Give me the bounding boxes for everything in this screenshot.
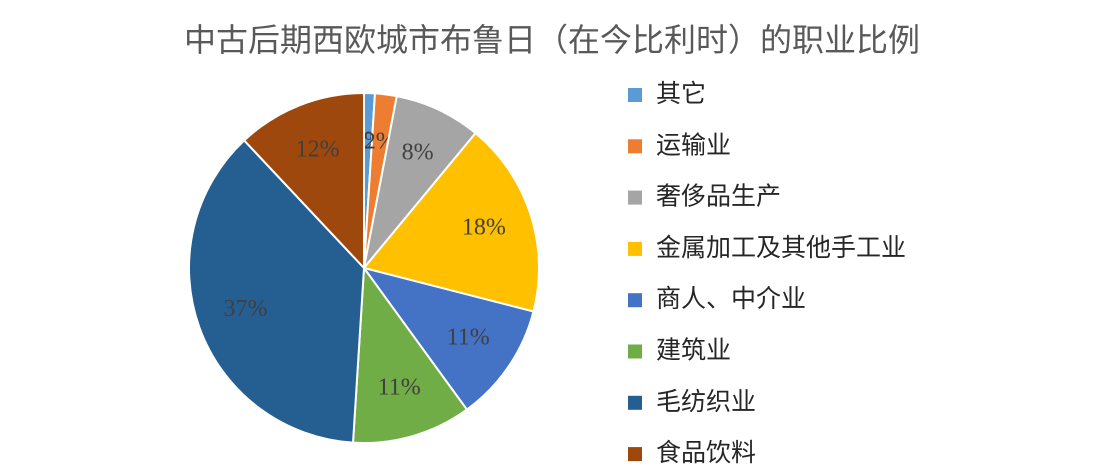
data-label: 8% bbox=[402, 139, 434, 165]
legend-swatch bbox=[628, 139, 642, 154]
data-label: 18% bbox=[462, 215, 506, 241]
legend-swatch bbox=[628, 241, 642, 256]
pie-slice bbox=[242, 91, 365, 271]
data-label: 12% bbox=[296, 136, 340, 162]
legend-swatch bbox=[628, 190, 642, 205]
legend-label: 运输业 bbox=[656, 130, 731, 159]
legend-swatch bbox=[628, 447, 642, 462]
pie-slice bbox=[187, 139, 366, 444]
legend-swatch bbox=[628, 395, 642, 410]
legend-label: 建筑业 bbox=[656, 336, 731, 365]
legend-label: 金属加工及其他手工业 bbox=[656, 233, 906, 262]
pie-slice bbox=[361, 266, 535, 411]
legend-swatch bbox=[628, 293, 642, 308]
pie-slice bbox=[351, 265, 469, 444]
data-label: 11% bbox=[378, 374, 421, 400]
legend-swatch bbox=[628, 344, 642, 359]
legend-label: 奢侈品生产 bbox=[656, 182, 781, 211]
legend-label: 其它 bbox=[656, 79, 706, 108]
legend-label: 毛纺织业 bbox=[656, 387, 756, 416]
legend-label: 商人、中介业 bbox=[656, 284, 806, 313]
pie-slice bbox=[362, 131, 540, 313]
chart-title: 中古后期西欧城市布鲁日（在今比利时）的职业比例 bbox=[184, 21, 920, 59]
legend-swatch bbox=[628, 88, 642, 102]
data-label: 11% bbox=[447, 324, 490, 350]
data-label: 37% bbox=[223, 296, 267, 322]
legend-label: 食品饮料 bbox=[656, 438, 756, 467]
